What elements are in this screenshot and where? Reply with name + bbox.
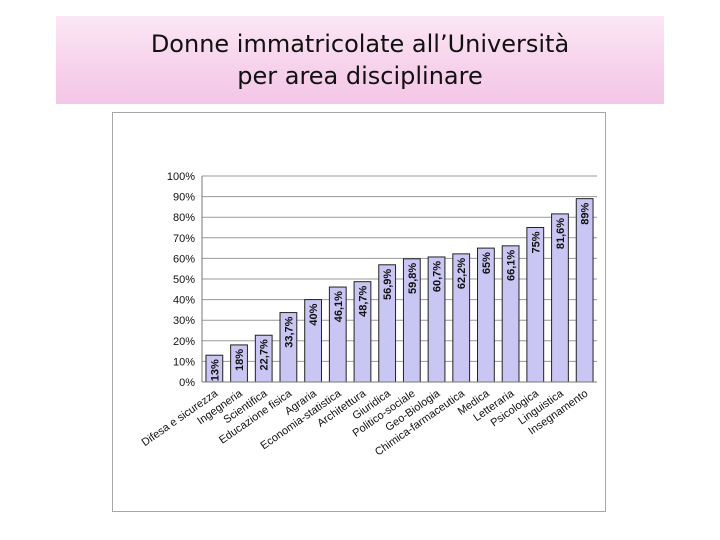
title-line-2: per area disciplinare bbox=[237, 62, 483, 90]
title-line-1: Donne immatricolate all’Università bbox=[150, 30, 570, 58]
data-label: 18% bbox=[234, 349, 246, 371]
bar-layer: 13% 18% 22,7% 33,7% 40% 46,1% 48,7% 56,9% 59,8% 6… bbox=[205, 198, 594, 383]
data-label: 46,1% bbox=[333, 291, 345, 322]
data-label: 13% bbox=[209, 359, 221, 381]
data-label: 33,7% bbox=[283, 316, 295, 347]
data-label: 48,7% bbox=[357, 285, 369, 316]
data-label: 81,6% bbox=[555, 218, 567, 249]
title-band bbox=[56, 16, 664, 104]
y-tick-label: 20% bbox=[173, 336, 195, 348]
data-label: 66,1% bbox=[506, 250, 518, 281]
slide-title: Donne immatricolate all’Università per a… bbox=[56, 28, 664, 92]
y-tick-label: 100% bbox=[167, 171, 195, 183]
y-tick-label: 80% bbox=[173, 212, 195, 224]
data-label: 62,2% bbox=[456, 258, 468, 289]
y-tick-label: 30% bbox=[173, 315, 195, 327]
chart-frame: 13% 18% 22,7% 33,7% 40% 46,1% 48,7% 56,9% 59,8% 6… bbox=[112, 112, 606, 512]
data-label: 65% bbox=[481, 252, 493, 274]
y-tick-label: 40% bbox=[173, 295, 195, 307]
data-label: 75% bbox=[530, 231, 542, 253]
data-label: 60,7% bbox=[432, 261, 444, 292]
data-label: 22,7% bbox=[259, 339, 271, 370]
data-label: 40% bbox=[308, 303, 320, 325]
data-label: 56,9% bbox=[382, 269, 394, 300]
y-tick-label: 50% bbox=[173, 274, 195, 286]
y-tick-label: 70% bbox=[173, 233, 195, 245]
y-tick-label: 10% bbox=[173, 356, 195, 368]
bar-chart: 13% 18% 22,7% 33,7% 40% 46,1% 48,7% 56,9% 59,8% 6… bbox=[140, 171, 597, 458]
bar bbox=[575, 198, 594, 383]
y-tick-label: 0% bbox=[179, 377, 195, 389]
data-label: 59,8% bbox=[407, 263, 419, 294]
y-tick-label: 60% bbox=[173, 253, 195, 265]
y-tick-label: 90% bbox=[173, 192, 195, 204]
data-label: 89% bbox=[580, 202, 592, 224]
